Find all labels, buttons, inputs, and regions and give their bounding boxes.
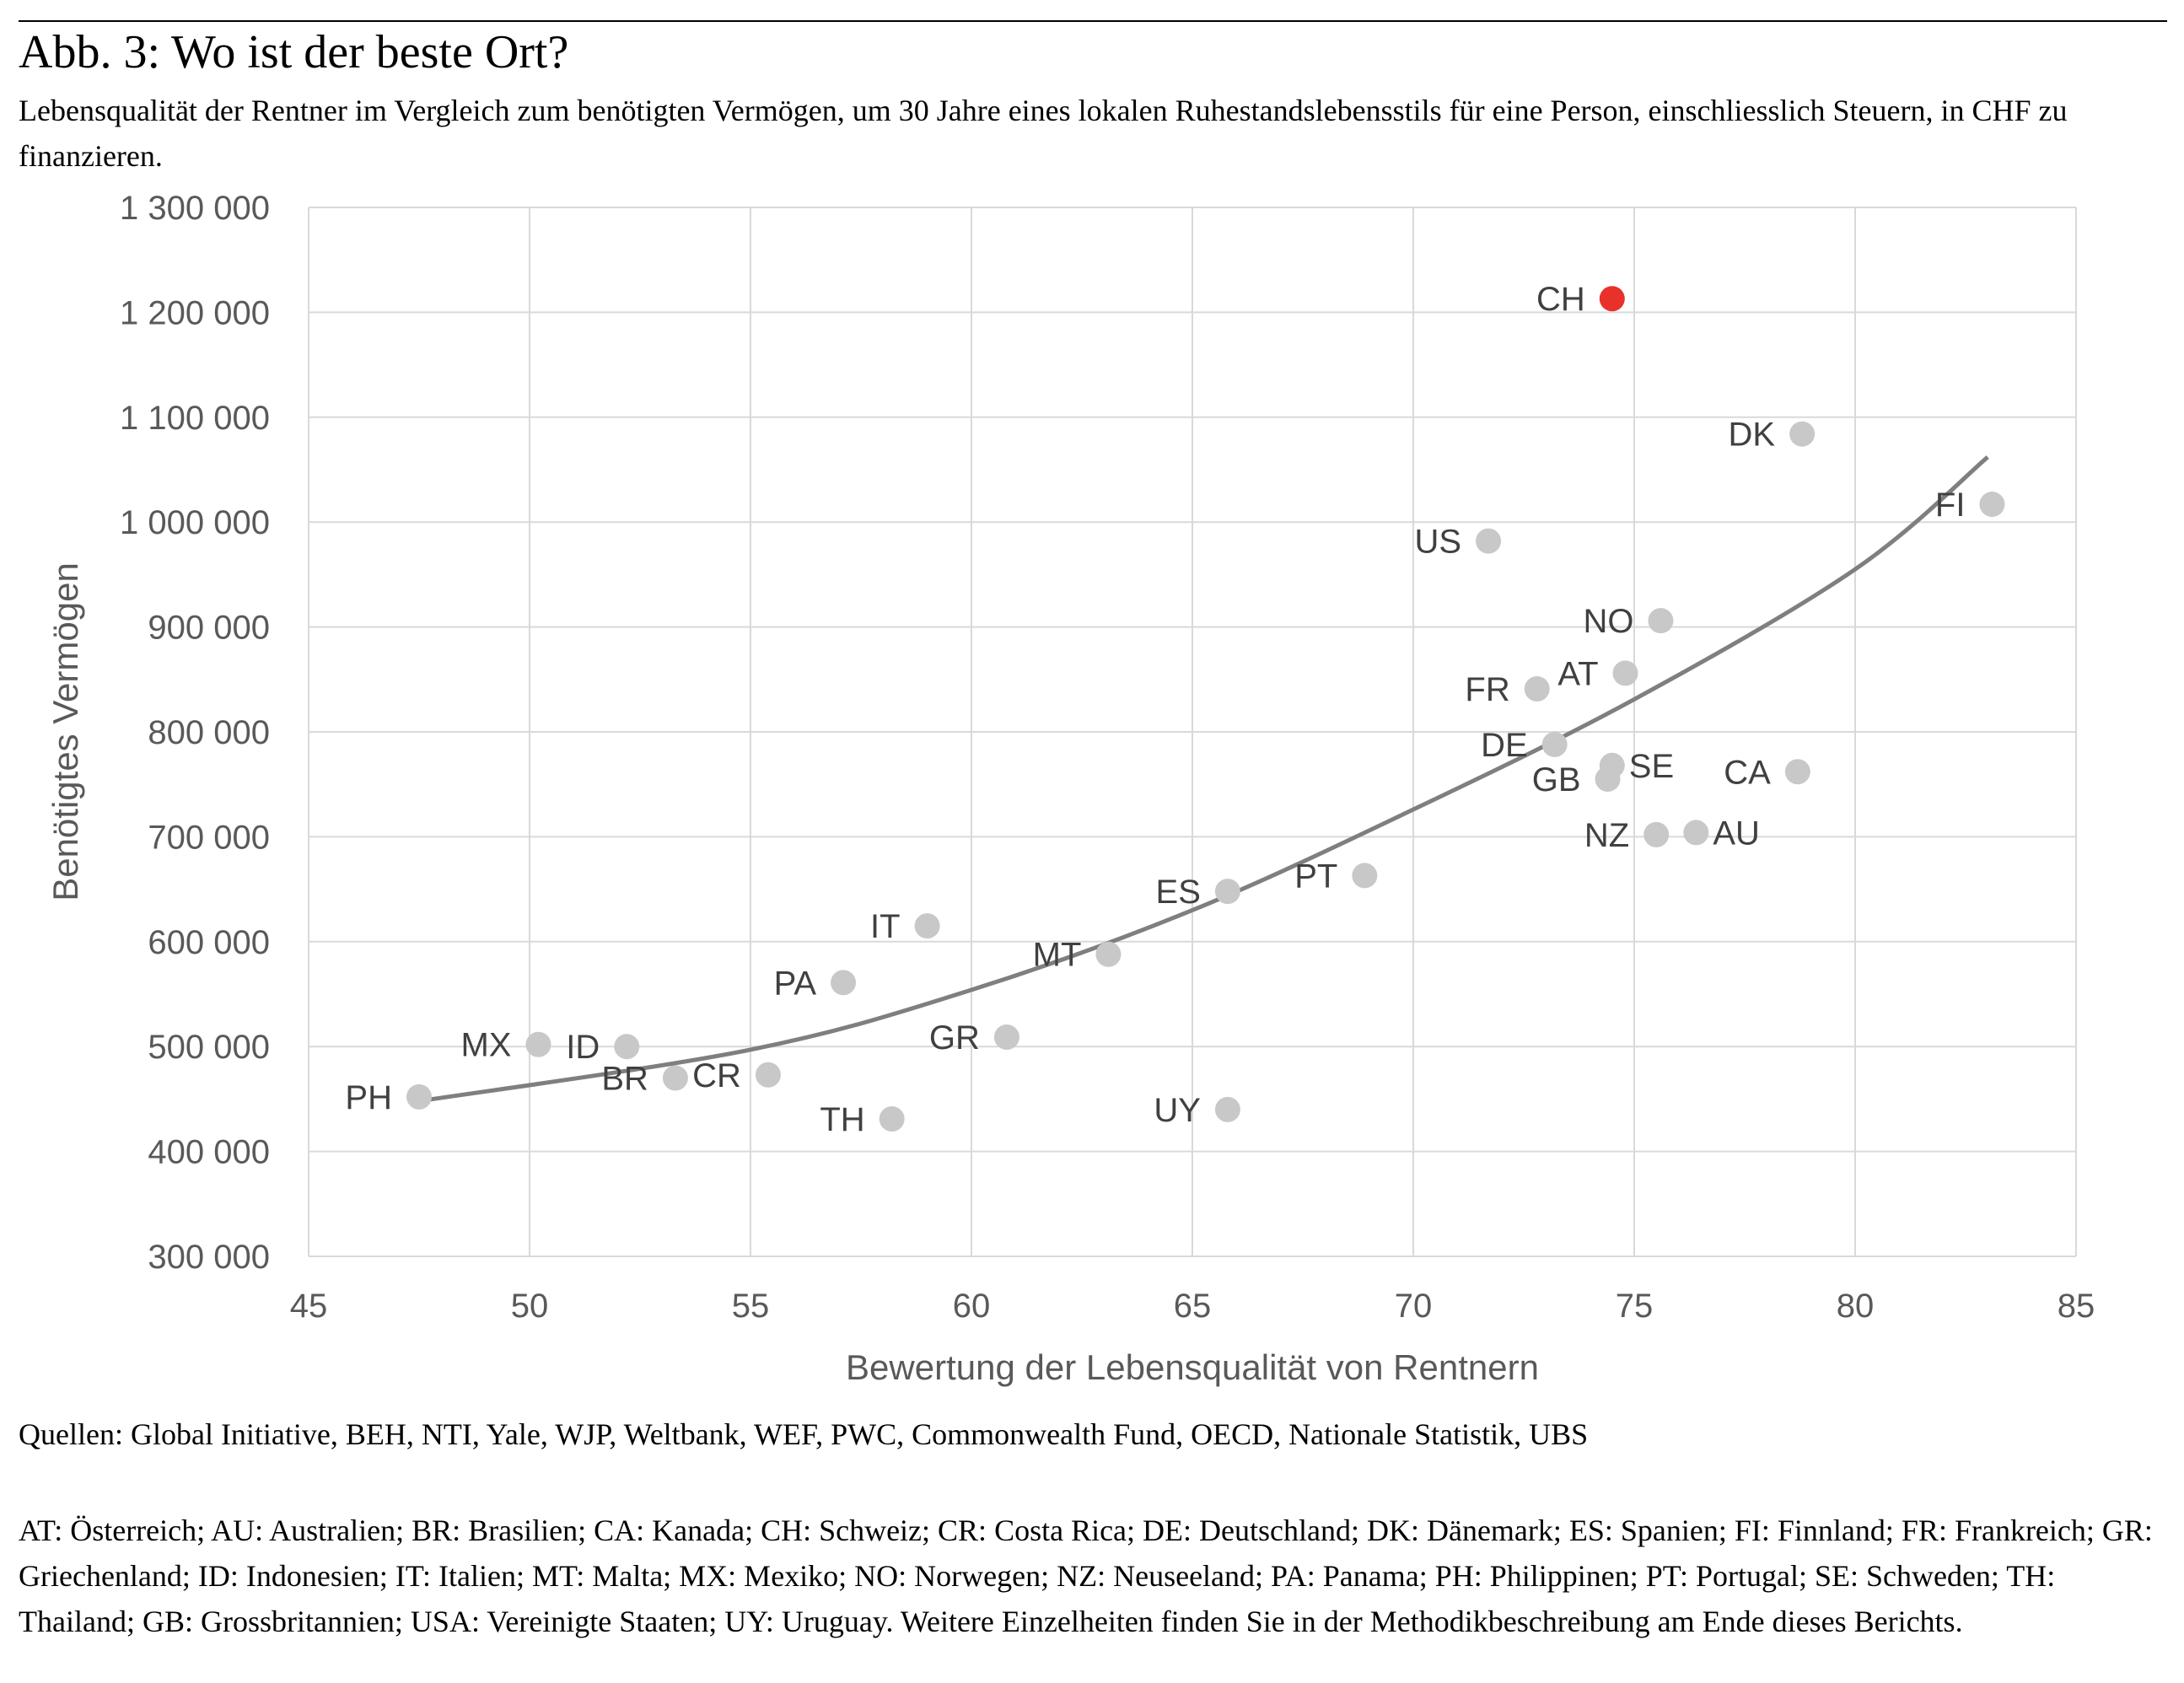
tick-labels-group: 300 000 400 000 500 000 600 000 700 000 800 0… <box>120 190 2095 1325</box>
point-label-gr: GR <box>929 1019 980 1057</box>
point-es <box>1214 879 1240 905</box>
y-tick-label: 1 000 000 <box>120 504 270 541</box>
point-fi <box>1979 492 2005 518</box>
x-axis-title: Bewertung der Lebensqualität von Rentner… <box>846 1347 1539 1387</box>
y-tick-label: 800 000 <box>148 714 270 751</box>
point-label-es: ES <box>1156 874 1201 911</box>
point-label-dk: DK <box>1729 417 1776 454</box>
point-uy <box>1214 1096 1240 1122</box>
point-mx <box>525 1031 551 1057</box>
y-tick-label: 1 300 000 <box>120 190 270 227</box>
point-label-th: TH <box>820 1101 864 1138</box>
x-tick-label: 70 <box>1395 1288 1433 1325</box>
y-tick-label: 700 000 <box>148 819 270 856</box>
point-nz <box>1643 821 1670 847</box>
point-fr <box>1524 675 1550 702</box>
y-tick-label: 900 000 <box>148 610 270 647</box>
x-tick-label: 65 <box>1174 1288 1212 1325</box>
chart-grid <box>308 207 2077 1257</box>
figure-title: Abb. 3: Wo ist der beste Ort? <box>19 26 569 78</box>
figure-subtitle: Lebensqualität der Rentner im Vergleich … <box>19 94 2068 173</box>
point-label-mt: MT <box>1033 937 1082 974</box>
point-label-fr: FR <box>1465 671 1509 708</box>
x-tick-label: 45 <box>290 1288 328 1325</box>
sources-note: Quellen: Global Initiative, BEH, NTI, Ya… <box>19 1417 1589 1451</box>
point-ch <box>1599 286 1625 312</box>
point-de <box>1541 731 1568 757</box>
point-dk <box>1789 421 1816 447</box>
point-pt <box>1352 863 1378 889</box>
point-label-fi: FI <box>1935 487 1966 524</box>
point-id <box>614 1034 640 1060</box>
point-br <box>662 1065 688 1091</box>
point-label-mx: MX <box>460 1027 511 1064</box>
point-pa <box>831 970 857 996</box>
trendline <box>418 455 1989 1104</box>
point-label-gb: GB <box>1532 761 1581 798</box>
y-tick-label: 500 000 <box>148 1029 270 1066</box>
point-label-se: SE <box>1629 748 1674 785</box>
y-tick-label: 1 200 000 <box>120 294 270 331</box>
point-at <box>1612 660 1638 686</box>
point-mt <box>1095 941 1122 967</box>
point-label-ca: CA <box>1724 754 1771 791</box>
y-tick-label: 600 000 <box>148 924 270 961</box>
point-label-id: ID <box>566 1029 600 1066</box>
point-label-at: AT <box>1557 655 1598 692</box>
y-tick-label: 300 000 <box>148 1239 270 1276</box>
point-label-it: IT <box>870 908 901 945</box>
point-label-pt: PT <box>1294 858 1337 895</box>
point-ph <box>406 1083 432 1110</box>
y-axis-title: Benötigtes Vermögen <box>46 562 85 901</box>
x-tick-label: 55 <box>732 1288 770 1325</box>
point-gr <box>993 1024 1019 1051</box>
point-se <box>1599 752 1625 778</box>
y-tick-label: 400 000 <box>148 1134 270 1171</box>
point-it <box>914 913 940 939</box>
x-tick-label: 75 <box>1616 1288 1654 1325</box>
trendline-group <box>418 455 1989 1104</box>
point-cr <box>755 1062 781 1088</box>
point-label-br: BR <box>601 1061 648 1098</box>
point-label-ch: CH <box>1536 281 1585 318</box>
point-label-no: NO <box>1583 603 1633 640</box>
x-tick-label: 85 <box>2058 1288 2095 1325</box>
point-au <box>1683 820 1709 846</box>
top-rule <box>19 20 2167 22</box>
point-label-pa: PA <box>774 965 817 1002</box>
point-label-ph: PH <box>345 1079 392 1116</box>
point-th <box>879 1106 905 1132</box>
point-no <box>1648 608 1674 634</box>
y-tick-label: 1 100 000 <box>120 400 270 437</box>
point-ca <box>1784 759 1810 785</box>
point-us <box>1476 528 1502 554</box>
point-label-de: DE <box>1481 727 1528 764</box>
country-legend-text: AT: Österreich; AU: Australien; BR: Bras… <box>19 1514 2153 1638</box>
point-label-nz: NZ <box>1584 817 1629 854</box>
x-tick-label: 80 <box>1837 1288 1875 1325</box>
point-label-us: US <box>1415 524 1462 561</box>
point-label-au: AU <box>1713 815 1760 852</box>
x-tick-label: 50 <box>511 1288 549 1325</box>
x-tick-label: 60 <box>953 1288 991 1325</box>
point-label-uy: UY <box>1154 1092 1201 1129</box>
point-label-cr: CR <box>692 1057 741 1094</box>
